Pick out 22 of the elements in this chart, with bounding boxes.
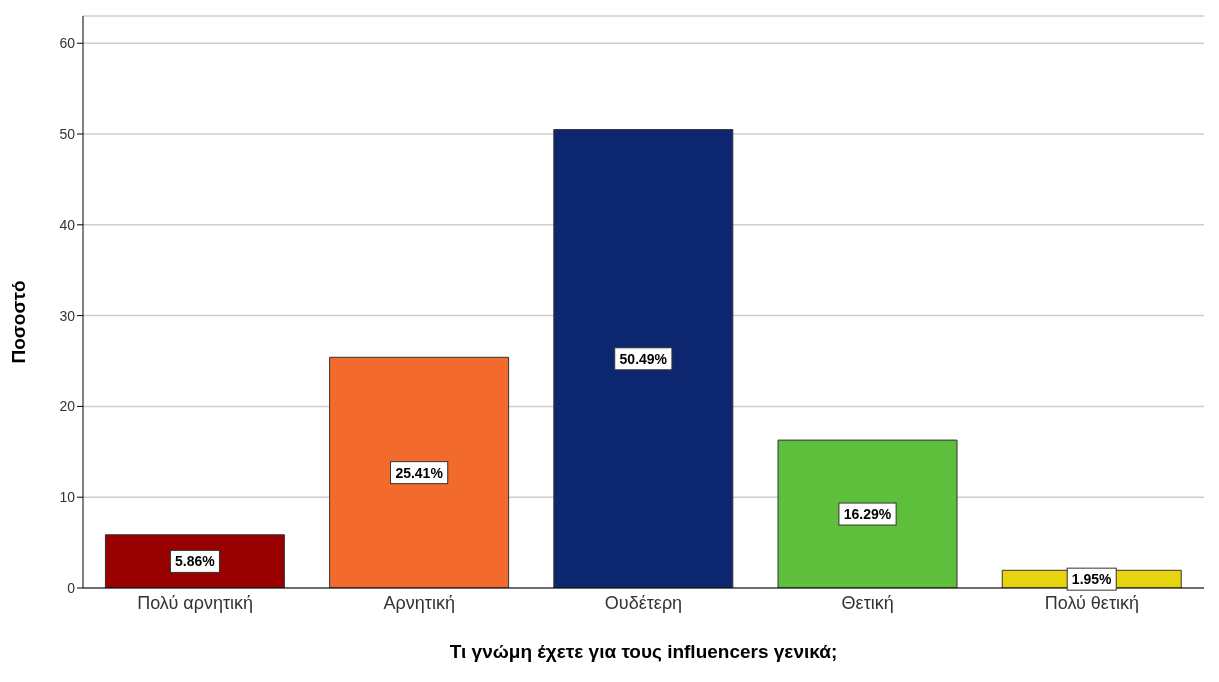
y-tick-label: 30 [59, 307, 76, 324]
y-tick-label: 0 [67, 579, 76, 596]
y-tick-label: 50 [59, 126, 76, 142]
y-tick-label: 60 [59, 35, 76, 52]
y-axis-title: Ποσοστό [7, 280, 29, 364]
y-tick-label: 20 [59, 398, 76, 415]
x-axis-title: Τι γνώμη έχετε για τους influencers γενικά; [449, 641, 838, 662]
x-tick-label: Ουδέτερη [604, 592, 683, 613]
x-tick-label: Αρνητική [383, 592, 455, 613]
bar [553, 129, 734, 588]
data-label: 50.49% [619, 350, 668, 367]
y-tick-label: 40 [59, 216, 76, 233]
y-tick-label: 10 [59, 489, 76, 506]
data-label: 25.41% [395, 464, 444, 481]
bar [777, 439, 958, 588]
bar [329, 356, 510, 588]
x-tick-label: Πολύ αρνητική [137, 592, 254, 613]
data-label: 1.95% [1071, 571, 1113, 588]
x-tick-label: Θετική [841, 592, 894, 613]
x-tick-label: Πολύ θετική [1044, 592, 1140, 613]
data-label: 16.29% [843, 506, 892, 523]
data-label: 5.86% [175, 553, 216, 570]
